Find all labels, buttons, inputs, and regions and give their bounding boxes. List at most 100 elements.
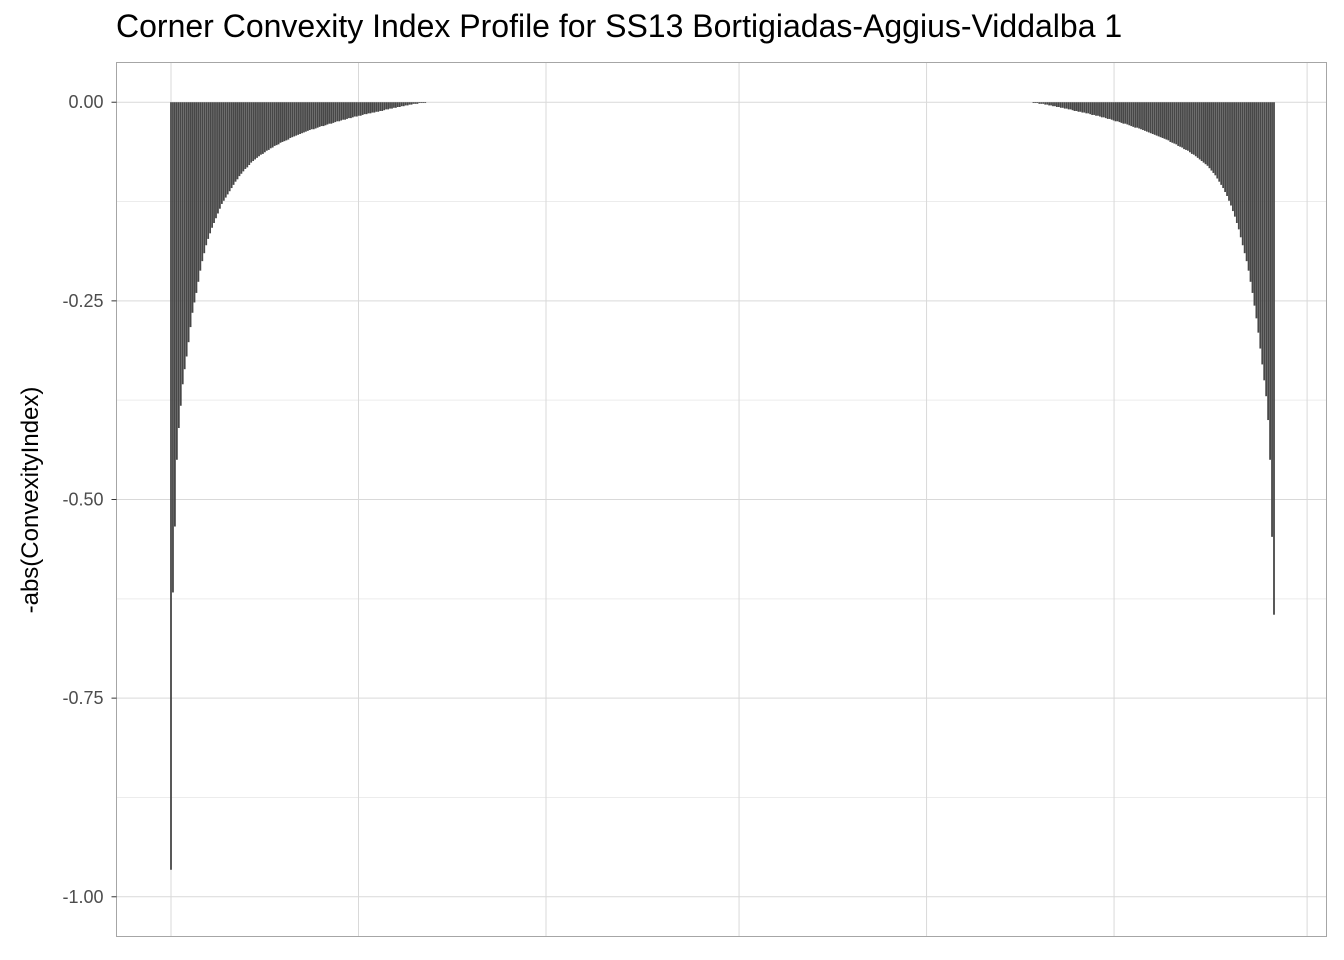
- bar: [273, 102, 276, 146]
- bar: [263, 102, 266, 153]
- bar: [414, 102, 417, 104]
- bar: [307, 102, 309, 131]
- bar: [314, 102, 317, 129]
- bar: [1153, 102, 1156, 135]
- bar: [1056, 102, 1058, 107]
- bar: [1067, 102, 1070, 110]
- bar: [381, 102, 384, 111]
- bar: [1198, 102, 1201, 160]
- bar: [226, 102, 229, 195]
- bar: [322, 102, 325, 127]
- bar: [215, 102, 217, 219]
- bar: [1269, 102, 1271, 460]
- bar: [396, 102, 399, 107]
- bar: [172, 102, 174, 593]
- bar: [303, 102, 305, 133]
- bar: [1271, 102, 1273, 537]
- bar: [234, 102, 237, 182]
- bar: [350, 102, 352, 119]
- bar: [1165, 102, 1168, 140]
- y-tick-label: -0.50: [62, 490, 103, 510]
- bar: [1183, 102, 1185, 150]
- bar: [222, 102, 225, 201]
- y-axis-title: -abs(ConvexityIndex): [17, 387, 44, 614]
- bar: [283, 102, 286, 142]
- bar: [342, 102, 344, 120]
- bar: [1259, 102, 1262, 349]
- bar: [1265, 102, 1268, 397]
- bar: [402, 102, 405, 107]
- bar: [1235, 102, 1238, 223]
- bar: [1267, 102, 1270, 421]
- bar: [1108, 102, 1111, 119]
- bar: [1251, 102, 1254, 293]
- bar: [175, 102, 178, 460]
- bar: [1046, 102, 1049, 105]
- bar: [183, 102, 186, 370]
- bar: [1116, 102, 1119, 122]
- bar: [404, 102, 407, 106]
- bar: [310, 102, 313, 130]
- bar: [1069, 102, 1072, 110]
- bar: [1263, 102, 1266, 381]
- bar: [1140, 102, 1142, 130]
- bar: [1124, 102, 1127, 124]
- bar: [220, 102, 223, 204]
- bar: [334, 102, 337, 123]
- bar: [1189, 102, 1191, 153]
- bar: [267, 102, 270, 150]
- bar: [1130, 102, 1133, 127]
- bar: [1085, 102, 1088, 114]
- y-tick-label: 0.00: [68, 92, 103, 112]
- bar: [332, 102, 335, 123]
- bar: [269, 102, 272, 149]
- bar: [189, 102, 192, 328]
- bar: [385, 102, 388, 110]
- bar: [391, 102, 393, 109]
- bar: [1200, 102, 1203, 162]
- bar: [207, 102, 210, 239]
- bar: [1087, 102, 1090, 114]
- bar: [199, 102, 202, 271]
- bar: [254, 102, 256, 160]
- bar: [271, 102, 274, 148]
- bar: [1095, 102, 1097, 116]
- bar: [346, 102, 348, 119]
- bar: [250, 102, 253, 163]
- bar: [1144, 102, 1146, 131]
- bar: [1212, 102, 1215, 173]
- bar: [1042, 102, 1045, 104]
- bar: [275, 102, 278, 146]
- bar: [373, 102, 376, 113]
- bar: [1175, 102, 1178, 145]
- bar: [389, 102, 391, 109]
- bar: [377, 102, 380, 112]
- bar: [232, 102, 235, 185]
- bar: [320, 102, 323, 127]
- bar: [316, 102, 319, 128]
- bar: [1040, 102, 1043, 104]
- bar: [1232, 102, 1234, 212]
- bar: [1099, 102, 1101, 117]
- bar: [1134, 102, 1137, 128]
- bar: [416, 102, 419, 104]
- bar: [1034, 102, 1037, 104]
- bar: [1206, 102, 1209, 166]
- bar: [1204, 102, 1207, 165]
- bar: [1202, 102, 1205, 163]
- bar: [174, 102, 176, 527]
- bar: [1190, 102, 1193, 154]
- bar: [1057, 102, 1060, 107]
- bar: [1163, 102, 1166, 139]
- bar: [1177, 102, 1180, 146]
- bar: [244, 102, 247, 169]
- bar: [1075, 102, 1078, 111]
- bar: [1054, 102, 1056, 107]
- bar: [1273, 102, 1275, 615]
- bar: [191, 102, 194, 313]
- bar: [312, 102, 315, 130]
- bar: [1097, 102, 1099, 116]
- major-gridlines: [116, 62, 1327, 937]
- bar: [1179, 102, 1182, 147]
